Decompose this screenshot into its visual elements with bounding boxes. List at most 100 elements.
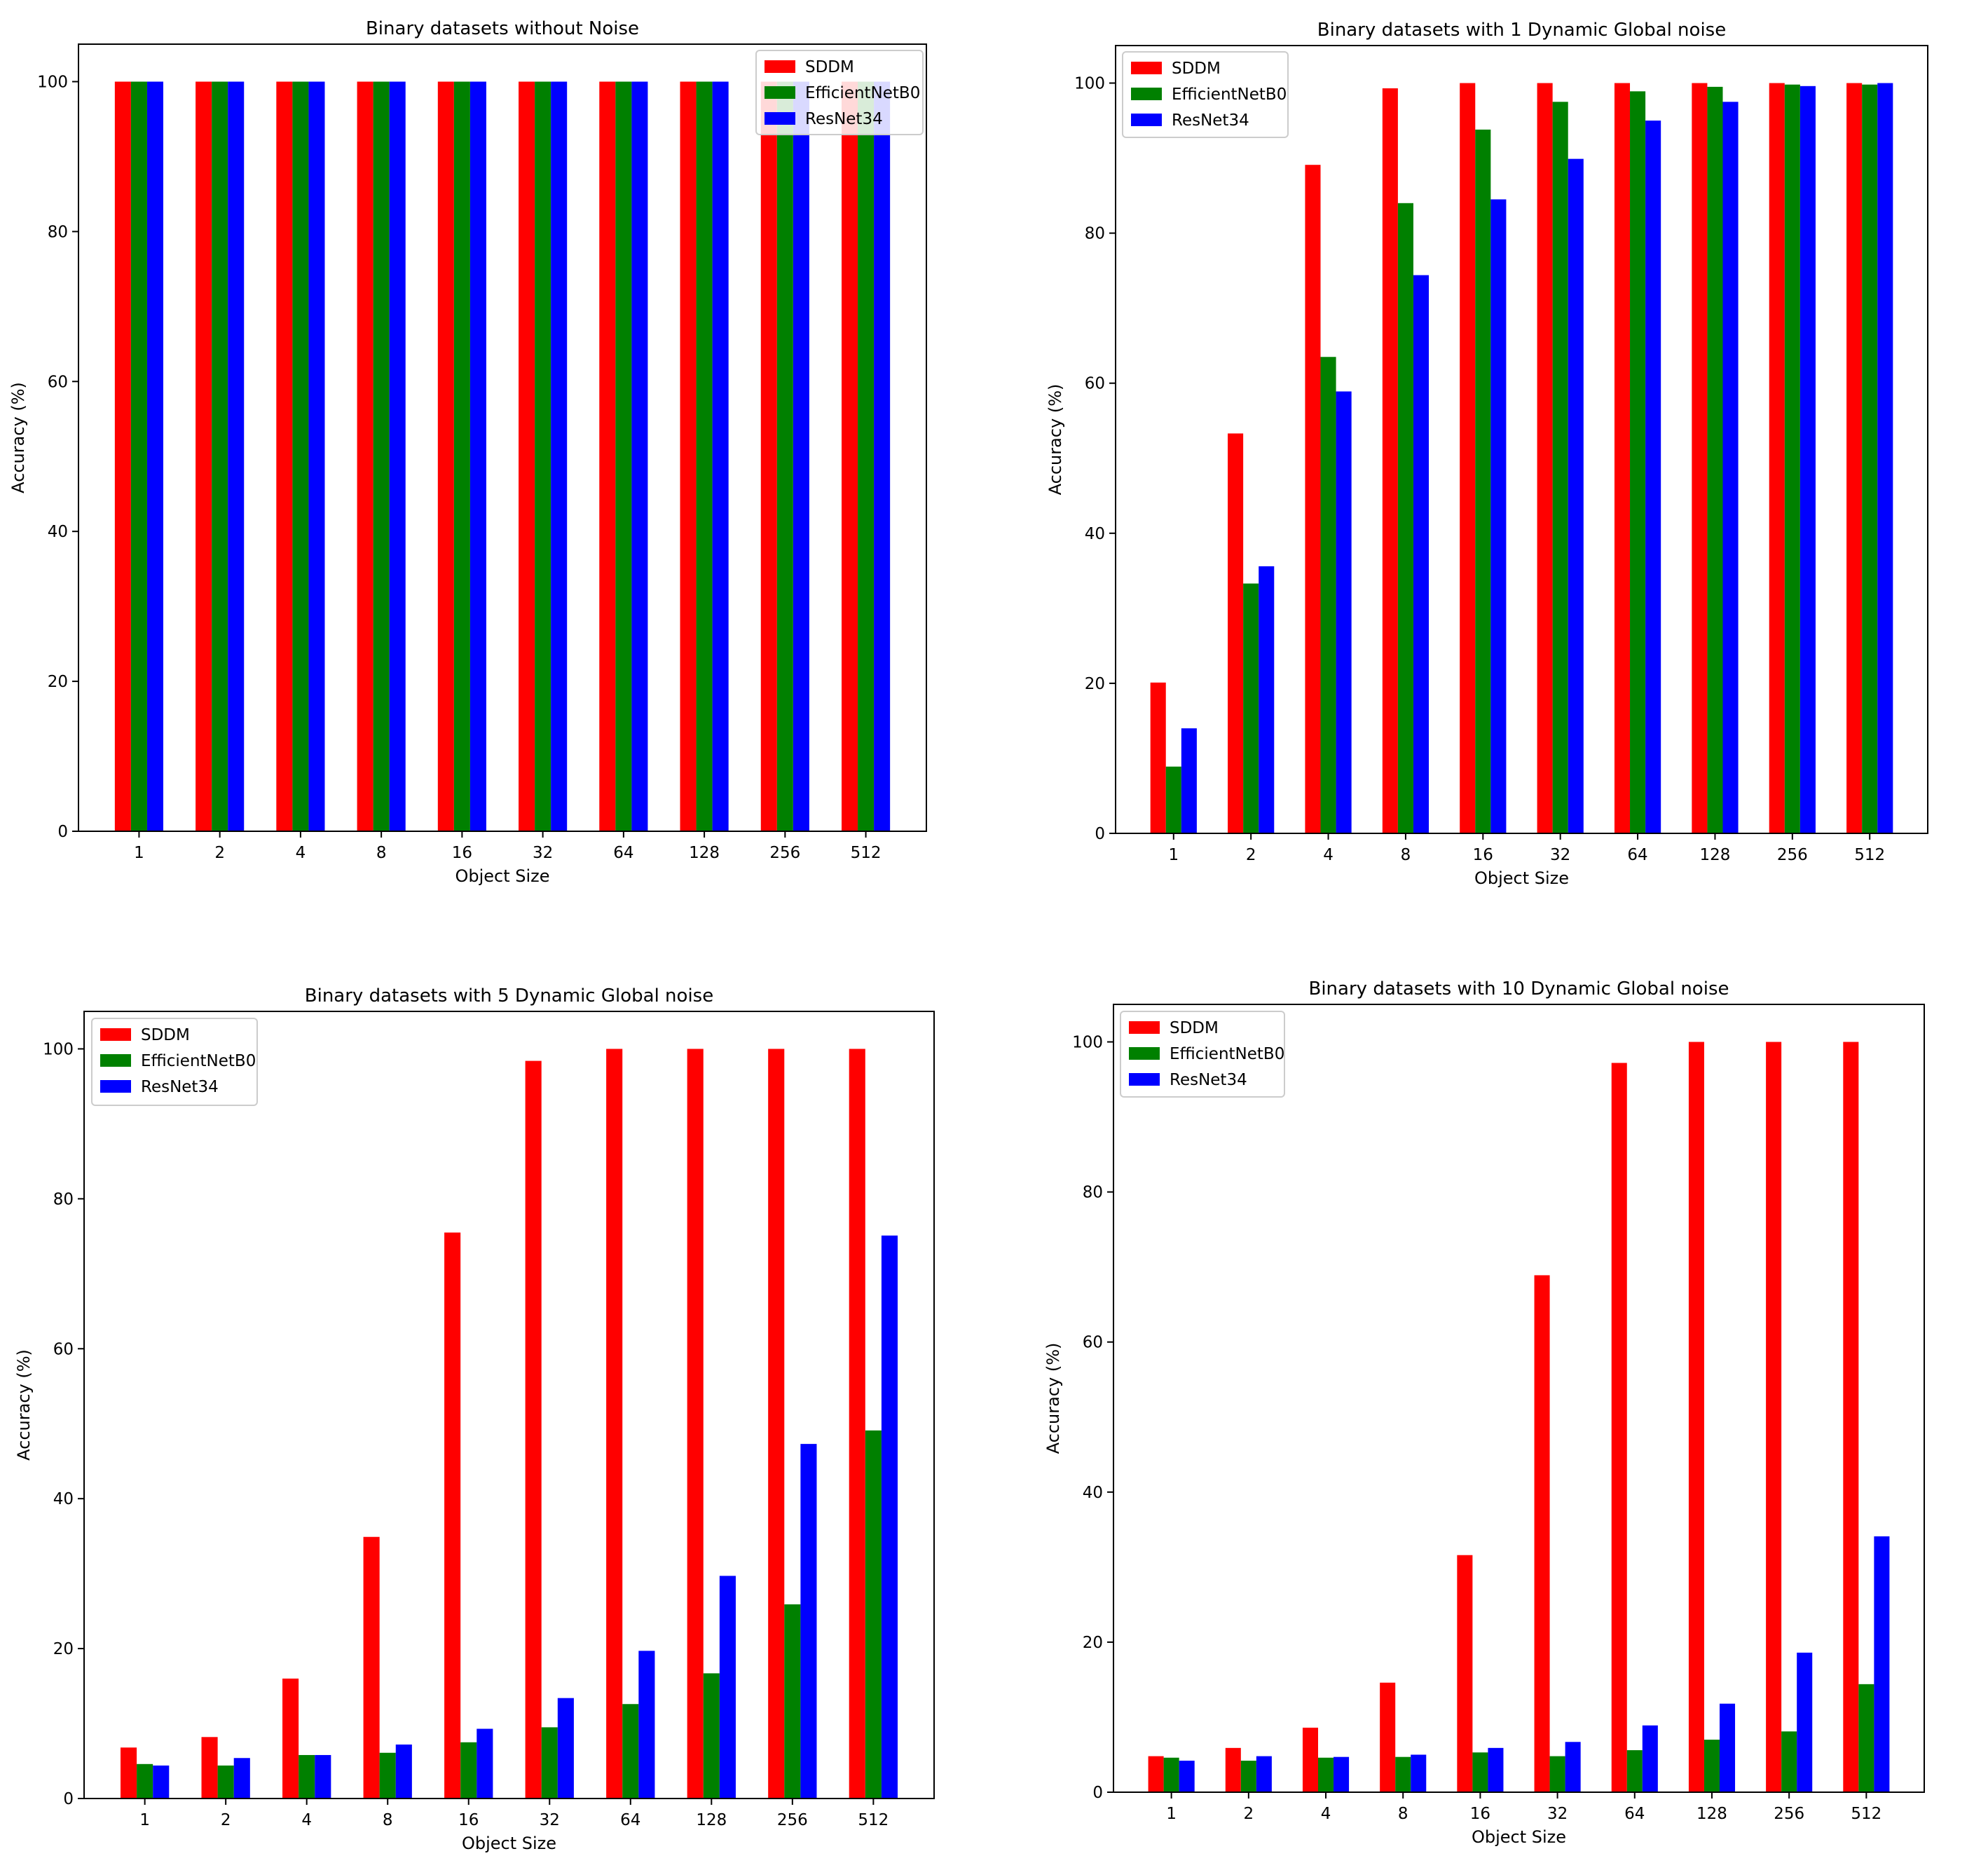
x-tick-label: 256 bbox=[1774, 1805, 1804, 1823]
bar-sddm-32 bbox=[1534, 1275, 1550, 1792]
y-tick-label: 20 bbox=[1083, 1634, 1103, 1652]
x-tick-label: 32 bbox=[540, 1811, 560, 1829]
bar-sddm-256 bbox=[768, 1049, 785, 1799]
bar-resnet34-128 bbox=[719, 1576, 736, 1799]
x-tick-label: 8 bbox=[1398, 1805, 1408, 1823]
y-tick-label: 0 bbox=[57, 823, 68, 841]
bar-efficientnetb0-32 bbox=[1549, 1756, 1565, 1792]
bar-resnet34-8 bbox=[395, 1744, 412, 1799]
y-tick-label: 0 bbox=[1095, 825, 1105, 843]
bar-resnet34-256 bbox=[800, 1444, 817, 1799]
legend-label-resnet34: ResNet34 bbox=[1172, 111, 1249, 130]
bar-resnet34-4 bbox=[308, 81, 325, 831]
bar-resnet34-8 bbox=[389, 81, 406, 831]
bar-sddm-4 bbox=[282, 1678, 299, 1799]
legend: SDDM EfficientNetB0 ResNet34 bbox=[1122, 51, 1289, 138]
bar-resnet34-1 bbox=[1179, 1761, 1195, 1792]
bar-sddm-256 bbox=[1766, 1042, 1782, 1792]
x-tick-label: 128 bbox=[1696, 1805, 1727, 1823]
legend-box bbox=[755, 50, 924, 135]
bar-resnet34-32 bbox=[557, 1698, 574, 1799]
bar-efficientnetb0-32 bbox=[535, 81, 551, 831]
bar-efficientnetb0-128 bbox=[1707, 86, 1723, 833]
x-tick-label: 16 bbox=[1473, 846, 1493, 864]
y-tick-label: 100 bbox=[1072, 1034, 1103, 1052]
bar-sddm-128 bbox=[1692, 83, 1708, 834]
bar-resnet34-32 bbox=[1568, 158, 1584, 833]
plot-frame bbox=[1115, 45, 1928, 834]
bar-sddm-128 bbox=[680, 81, 697, 831]
plot-frame bbox=[78, 43, 927, 832]
bar-efficientnetb0-16 bbox=[453, 81, 470, 831]
x-tick-label: 512 bbox=[1854, 846, 1885, 864]
bar-efficientnetb0-16 bbox=[460, 1742, 477, 1799]
legend-swatch-resnet34 bbox=[1129, 1073, 1160, 1086]
x-tick-label: 256 bbox=[777, 1811, 808, 1829]
legend-swatch-sddm bbox=[1131, 62, 1162, 74]
bar-sddm-1 bbox=[1148, 1756, 1164, 1792]
bar-sddm-1 bbox=[120, 1747, 137, 1799]
bar-resnet34-2 bbox=[1256, 1756, 1272, 1792]
bar-sddm-64 bbox=[599, 81, 616, 831]
legend-label-efficientnetb0: EfficientNetB0 bbox=[1170, 1045, 1284, 1063]
x-axis-label: Object Size bbox=[455, 866, 549, 886]
bar-sddm-2 bbox=[201, 1737, 218, 1799]
legend-label-resnet34: ResNet34 bbox=[1170, 1071, 1247, 1089]
legend-swatch-efficientnetb0 bbox=[1129, 1047, 1160, 1060]
x-tick-label: 16 bbox=[452, 844, 472, 862]
y-tick-label: 80 bbox=[1085, 225, 1105, 243]
bar-efficientnetb0-1 bbox=[130, 81, 147, 831]
y-tick-label: 100 bbox=[37, 73, 68, 91]
x-tick-label: 128 bbox=[689, 844, 720, 862]
bar-sddm-16 bbox=[437, 81, 454, 831]
y-tick-label: 60 bbox=[53, 1340, 74, 1358]
bar-resnet34-512 bbox=[874, 81, 891, 831]
y-tick-label: 80 bbox=[1083, 1184, 1103, 1202]
x-tick-label: 4 bbox=[296, 844, 306, 862]
legend-label-efficientnetb0: EfficientNetB0 bbox=[1172, 86, 1287, 104]
x-tick-label: 512 bbox=[1851, 1805, 1881, 1823]
bar-sddm-512 bbox=[1846, 83, 1863, 834]
y-tick-label: 20 bbox=[1085, 675, 1105, 693]
bar-resnet34-128 bbox=[1719, 1703, 1736, 1792]
bar-resnet34-4 bbox=[1334, 1756, 1350, 1792]
x-tick-label: 64 bbox=[613, 844, 633, 862]
bar-efficientnetb0-4 bbox=[1318, 1757, 1334, 1792]
x-tick-label: 512 bbox=[851, 844, 882, 862]
bar-resnet34-4 bbox=[1336, 391, 1352, 833]
bar-efficientnetb0-512 bbox=[858, 81, 875, 831]
x-tick-label: 32 bbox=[533, 844, 553, 862]
bar-efficientnetb0-64 bbox=[1626, 1750, 1643, 1792]
bar-efficientnetb0-256 bbox=[776, 81, 793, 831]
bar-efficientnetb0-8 bbox=[1397, 203, 1413, 833]
legend-label-efficientnetb0: EfficientNetB0 bbox=[141, 1052, 256, 1070]
legend-label-resnet34: ResNet34 bbox=[141, 1078, 219, 1096]
x-tick-label: 8 bbox=[383, 1811, 393, 1829]
legend: SDDM EfficientNetB0 ResNet34 bbox=[755, 50, 924, 135]
y-axis-label: Accuracy (%) bbox=[1046, 384, 1065, 496]
bar-resnet34-2 bbox=[233, 1758, 250, 1799]
y-axis-label: Accuracy (%) bbox=[14, 1349, 34, 1461]
chart-panel-3: Binary datasets with 5 Dynamic Global no… bbox=[14, 985, 935, 1853]
x-tick-label: 1 bbox=[1168, 846, 1179, 864]
bar-efficientnetb0-1 bbox=[137, 1763, 153, 1799]
bar-resnet34-64 bbox=[1642, 1725, 1658, 1792]
legend-swatch-efficientnetb0 bbox=[765, 86, 795, 99]
bar-sddm-2 bbox=[196, 81, 212, 831]
bar-efficientnetb0-1 bbox=[1163, 1757, 1179, 1792]
bar-resnet34-1 bbox=[153, 1765, 170, 1799]
legend-box bbox=[1122, 51, 1289, 138]
bar-efficientnetb0-2 bbox=[217, 1765, 234, 1799]
bar-efficientnetb0-2 bbox=[1240, 1761, 1256, 1792]
bar-sddm-4 bbox=[1302, 1727, 1319, 1792]
bar-efficientnetb0-256 bbox=[1784, 84, 1800, 833]
x-tick-label: 1 bbox=[134, 844, 144, 862]
bar-efficientnetb0-256 bbox=[784, 1604, 801, 1799]
bar-sddm-16 bbox=[1457, 1555, 1473, 1792]
bar-efficientnetb0-8 bbox=[379, 1752, 396, 1799]
bar-sddm-32 bbox=[525, 1060, 542, 1799]
chart-title: Binary datasets with 1 Dynamic Global no… bbox=[1317, 20, 1726, 41]
x-tick-label: 1 bbox=[1166, 1805, 1177, 1823]
y-axis-label: Accuracy (%) bbox=[8, 382, 28, 493]
y-tick-label: 0 bbox=[63, 1790, 74, 1808]
